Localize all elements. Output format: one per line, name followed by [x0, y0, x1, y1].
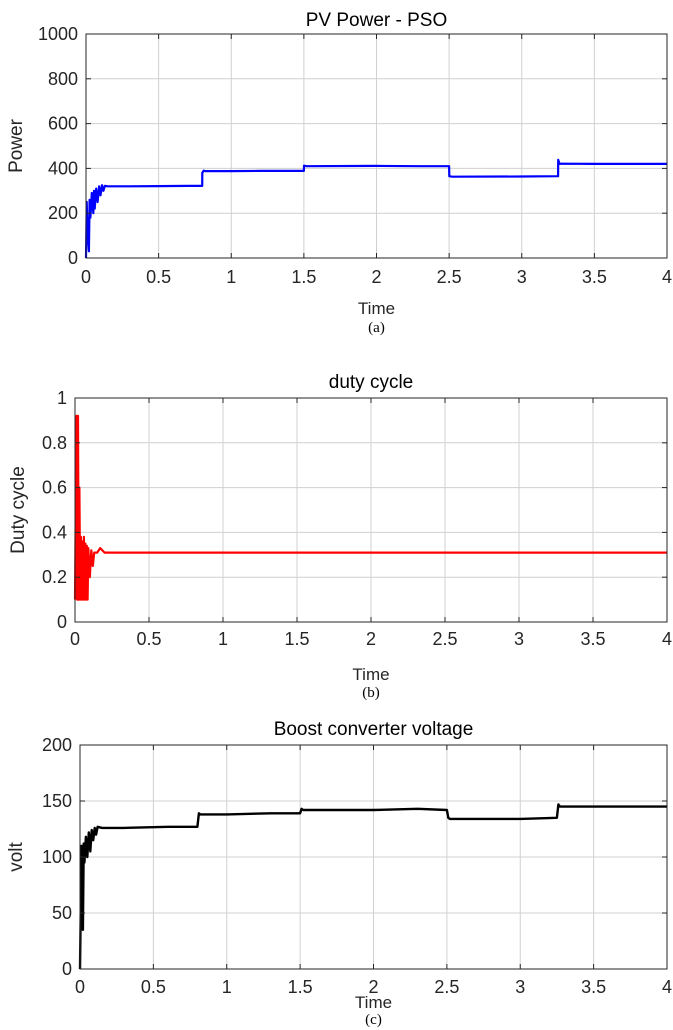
y-tick-label: 0.2	[42, 567, 67, 587]
x-tick-label: 0	[70, 629, 80, 649]
x-tick-label: 3	[514, 629, 524, 649]
x-tick-label: 2	[371, 267, 381, 287]
chart-title: duty cycle	[329, 372, 413, 393]
x-tick-label: 2	[368, 977, 378, 997]
y-axis-label: Duty cycle	[8, 466, 29, 554]
x-tick-label: 1	[226, 267, 236, 287]
y-tick-label: 1	[57, 388, 67, 408]
y-tick-label: 400	[48, 158, 78, 178]
y-tick-label: 100	[42, 847, 72, 867]
x-tick-label: 2.5	[434, 977, 459, 997]
x-tick-label: 1.5	[291, 267, 316, 287]
x-tick-label: 3	[515, 977, 525, 997]
y-tick-label: 0	[62, 959, 72, 979]
chart-panel-1: 0 0.5 1 1.5 2 2.5 3 3.5 4 0 200 400 600 800 1000 PV Pow…	[6, 10, 672, 336]
chart-title: Boost converter voltage	[274, 719, 474, 740]
x-tick-label: 1	[218, 629, 228, 649]
x-tick-label: 1	[222, 977, 232, 997]
x-axis-label: Time	[355, 993, 392, 1012]
x-tick-label: 0	[75, 977, 85, 997]
x-axis-label: Time	[352, 665, 389, 684]
series-line	[73, 414, 667, 601]
y-tick-label: 0.4	[42, 522, 67, 542]
x-tick-label: 2	[366, 629, 376, 649]
x-tick-label: 3	[517, 267, 527, 287]
x-tick-label: 3.5	[581, 977, 606, 997]
y-tick-label: 800	[48, 69, 78, 89]
x-tick-label: 1.5	[288, 977, 313, 997]
x-tick-label: 4	[662, 629, 672, 649]
y-tick-label: 200	[42, 735, 72, 755]
figure-caption: (a)	[368, 320, 385, 336]
y-tick-label: 1000	[38, 24, 78, 44]
x-tick-label: 0.5	[136, 629, 161, 649]
chart-panel-3: 0 0.5 1 1.5 2 2.5 3 3.5 4 0 50 100 150 200 Boost conve…	[6, 719, 672, 1028]
y-tick-label: 600	[48, 114, 78, 134]
y-tick-label: 0.8	[42, 433, 67, 453]
y-axis-label: Power	[6, 118, 27, 173]
x-tick-label: 0.5	[141, 977, 166, 997]
y-tick-label: 0	[57, 612, 67, 632]
y-tick-label: 50	[52, 903, 72, 923]
y-tick-label: 0.6	[42, 478, 67, 498]
x-tick-label: 0.5	[146, 267, 171, 287]
series-line	[78, 803, 667, 970]
x-axis-label: Time	[358, 299, 395, 318]
y-axis-label: volt	[6, 842, 27, 872]
y-tick-label: 150	[42, 791, 72, 811]
x-tick-label: 4	[662, 977, 672, 997]
y-tick-label: 200	[48, 203, 78, 223]
x-tick-label: 0	[81, 267, 91, 287]
chart-panel-2: 0 0.5 1 1.5 2 2.5 3 3.5 4 0 0.2 0.4 0.6 0.8 1 duty cycl…	[8, 372, 672, 701]
series-line	[84, 158, 667, 259]
x-tick-label: 1.5	[284, 629, 309, 649]
x-tick-label: 2.5	[437, 267, 462, 287]
x-tick-label: 3.5	[580, 629, 605, 649]
chart-title: PV Power - PSO	[306, 10, 448, 31]
x-tick-label: 4	[662, 267, 672, 287]
x-tick-label: 2.5	[432, 629, 457, 649]
y-tick-label: 0	[68, 248, 78, 268]
figure-caption: (c)	[365, 1012, 382, 1028]
x-tick-label: 3.5	[582, 267, 607, 287]
figure-caption: (b)	[362, 685, 380, 701]
